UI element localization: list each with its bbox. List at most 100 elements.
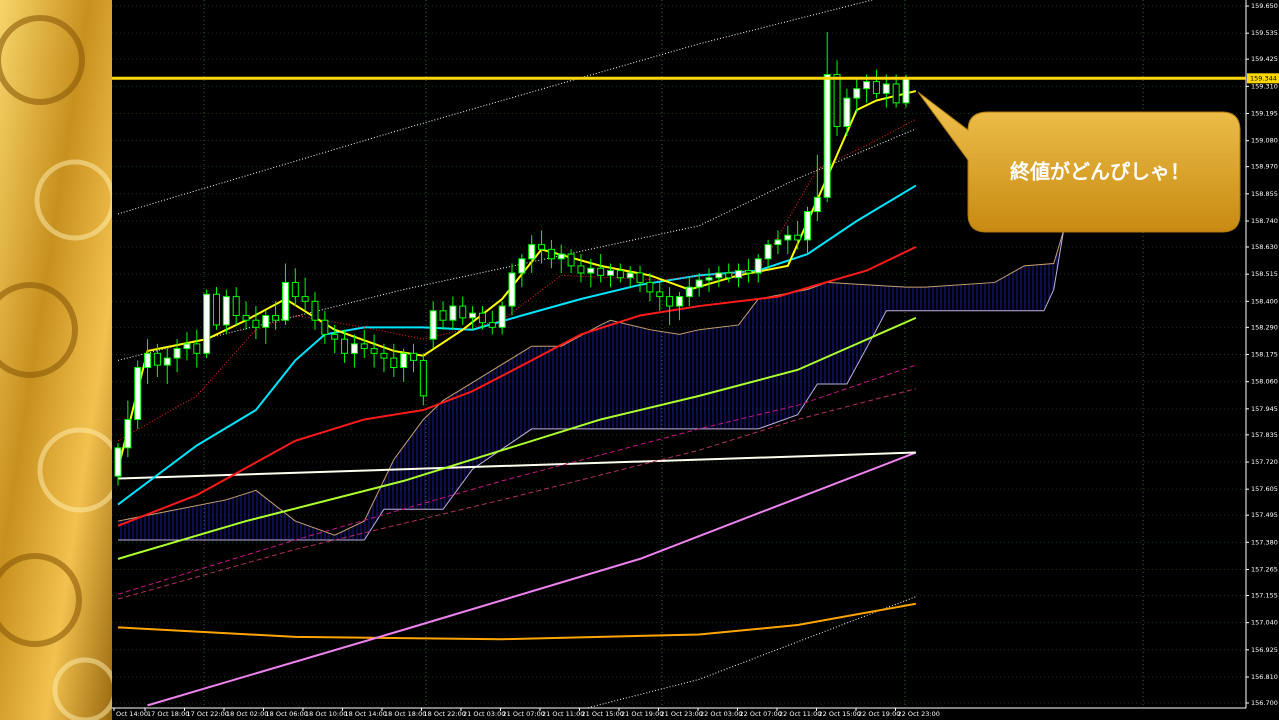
candle-body: [675, 296, 683, 307]
candle-body: [557, 253, 565, 260]
y-tick-label: 158.400: [1251, 297, 1278, 305]
y-tick-label: 158.515: [1251, 270, 1278, 278]
x-tick-label: 22 Oct 23:00: [898, 710, 940, 718]
candle-body: [163, 357, 171, 366]
y-tick-label: 158.970: [1251, 163, 1278, 171]
candle-body: [311, 300, 319, 321]
candle-body: [813, 196, 821, 213]
candle-body: [656, 291, 664, 298]
candle-body: [547, 248, 555, 260]
candle-body: [725, 272, 733, 279]
candle-body: [370, 348, 378, 354]
candle-body: [134, 366, 142, 420]
candle-body: [882, 83, 890, 94]
x-tick-label: 22 Oct 03:00: [700, 710, 742, 718]
y-tick-label: 157.380: [1251, 538, 1278, 546]
indicator-line: [117, 388, 916, 600]
y-tick-label: 156.810: [1251, 673, 1278, 681]
y-tick-label: 159.650: [1251, 2, 1278, 10]
candle-body: [469, 312, 477, 319]
y-tick-label: 159.425: [1251, 55, 1278, 63]
y-tick-label: 157.155: [1251, 591, 1278, 599]
candle-body: [833, 74, 841, 127]
candle-body: [626, 272, 634, 279]
indicator-line: [117, 602, 917, 641]
candle-body: [429, 310, 437, 340]
indicator-line: [117, 364, 917, 595]
indicator-line: [584, 596, 917, 708]
candle-body: [528, 244, 536, 260]
candle-body: [252, 319, 260, 328]
x-tick-label: 17 Oct 22:00: [187, 710, 229, 718]
candle-body: [646, 281, 654, 293]
cloud-area: [118, 230, 1064, 540]
candle-body: [488, 322, 496, 328]
indicator-line: [117, 184, 917, 506]
callout-bubble: [917, 91, 1241, 233]
y-tick-label: 157.720: [1251, 458, 1278, 466]
candle-body: [301, 296, 309, 302]
candle-body: [124, 418, 132, 449]
candle-body: [607, 270, 614, 276]
candle-body: [715, 272, 723, 279]
x-tick-label: 22 Oct 11:00: [779, 710, 821, 718]
callout-text: 終値がどんぴしゃ！: [1010, 160, 1190, 184]
candle-body: [508, 272, 516, 307]
indicator-line: [117, 246, 917, 527]
candle-body: [794, 234, 802, 241]
x-tick-label: 21 Oct 11:00: [542, 710, 584, 718]
y-tick-label: 159.535: [1251, 29, 1278, 37]
candle-body: [735, 270, 743, 279]
y-tick-label: 159.310: [1251, 82, 1278, 90]
indicator-line: [117, 451, 916, 480]
candle-body: [281, 281, 289, 321]
axes: 159.650 159.535 159.425 159.310 159.195 159.0…: [113, 2, 1279, 718]
x-tick-label: 21 Oct 03:00: [463, 710, 505, 718]
y-tick-label: 158.740: [1251, 217, 1278, 225]
candle-body: [892, 83, 900, 104]
candle-body: [380, 352, 388, 359]
y-tick-label: 157.265: [1251, 566, 1278, 574]
candle-body: [183, 343, 191, 350]
candle-body: [577, 265, 585, 274]
y-tick-label: 157.835: [1251, 431, 1278, 439]
candle-body: [419, 359, 427, 397]
price-label: 159.344: [1250, 74, 1277, 82]
candle-body: [203, 293, 211, 354]
candle-body: [242, 315, 250, 321]
y-tick-label: 158.290: [1251, 323, 1278, 331]
y-tick-label: 158.175: [1251, 351, 1278, 359]
x-tick-label: 18 Oct 10:00: [305, 710, 347, 718]
candle-body: [567, 253, 575, 267]
y-tick-label: 158.630: [1251, 243, 1278, 251]
candle-body: [291, 281, 299, 298]
candle-body: [636, 272, 644, 283]
candle-body: [193, 343, 201, 354]
price-label-box: [1247, 73, 1279, 84]
candle-body: [744, 270, 752, 274]
candle-body: [616, 270, 624, 279]
candle-body: [341, 338, 349, 354]
cloud-span-a: [117, 230, 1065, 536]
candle-body: [498, 305, 506, 328]
candle-body: [410, 352, 417, 361]
x-tick-label: 21 Oct 15:00: [582, 710, 624, 718]
candle-body: [597, 267, 605, 276]
candle-body: [843, 97, 851, 127]
x-tick-label: 17 Oct 18:00: [147, 710, 189, 718]
candle-body: [400, 352, 408, 368]
x-tick-label: 18 Oct 06:00: [266, 710, 308, 718]
candle-body: [360, 343, 368, 350]
candle-body: [173, 348, 181, 359]
candle-body: [538, 244, 546, 250]
candle-body: [331, 333, 339, 340]
candle-body: [853, 88, 861, 99]
y-tick-label: 157.495: [1251, 511, 1278, 519]
candle-body: [666, 296, 674, 307]
y-tick-label: 158.060: [1251, 378, 1278, 386]
candle-body: [449, 305, 457, 321]
x-tick-label: 21 Oct 23:00: [661, 710, 703, 718]
y-tick-label: 156.925: [1251, 646, 1278, 654]
